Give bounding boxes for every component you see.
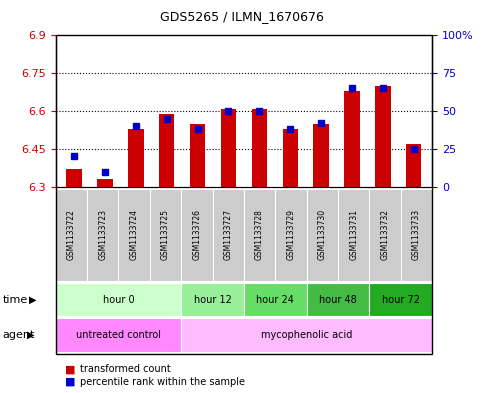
Text: GSM1133722: GSM1133722 — [67, 209, 76, 260]
Bar — [221, 108, 236, 187]
Text: untreated control: untreated control — [76, 330, 161, 340]
Text: GSM1133730: GSM1133730 — [318, 209, 327, 261]
Text: GSM1133724: GSM1133724 — [129, 209, 139, 260]
Text: agent: agent — [2, 330, 35, 340]
Text: GSM1133732: GSM1133732 — [381, 209, 390, 260]
Bar — [313, 124, 329, 187]
Text: GSM1133726: GSM1133726 — [192, 209, 201, 260]
Text: ▶: ▶ — [29, 295, 37, 305]
Text: GSM1133727: GSM1133727 — [224, 209, 233, 260]
Bar — [375, 86, 391, 187]
Text: ▶: ▶ — [27, 330, 34, 340]
Bar — [97, 179, 113, 187]
Text: transformed count: transformed count — [80, 364, 170, 375]
Text: ■: ■ — [65, 377, 76, 387]
Bar — [406, 144, 422, 187]
Text: hour 0: hour 0 — [102, 295, 134, 305]
Text: time: time — [2, 295, 28, 305]
Text: GSM1133725: GSM1133725 — [161, 209, 170, 260]
Bar — [159, 114, 174, 187]
Text: GSM1133731: GSM1133731 — [349, 209, 358, 260]
Text: hour 72: hour 72 — [382, 295, 420, 305]
Text: GSM1133729: GSM1133729 — [286, 209, 296, 260]
Text: GSM1133728: GSM1133728 — [255, 209, 264, 260]
Bar — [66, 169, 82, 187]
Text: GSM1133723: GSM1133723 — [98, 209, 107, 260]
Text: GDS5265 / ILMN_1670676: GDS5265 / ILMN_1670676 — [159, 10, 324, 23]
Bar — [344, 91, 360, 187]
Bar — [283, 129, 298, 187]
Text: hour 48: hour 48 — [319, 295, 357, 305]
Bar — [252, 108, 267, 187]
Bar — [190, 124, 205, 187]
Text: hour 12: hour 12 — [194, 295, 231, 305]
Text: ■: ■ — [65, 364, 76, 375]
Text: hour 24: hour 24 — [256, 295, 294, 305]
Text: GSM1133733: GSM1133733 — [412, 209, 421, 261]
Bar — [128, 129, 143, 187]
Text: percentile rank within the sample: percentile rank within the sample — [80, 377, 245, 387]
Text: mycophenolic acid: mycophenolic acid — [261, 330, 353, 340]
